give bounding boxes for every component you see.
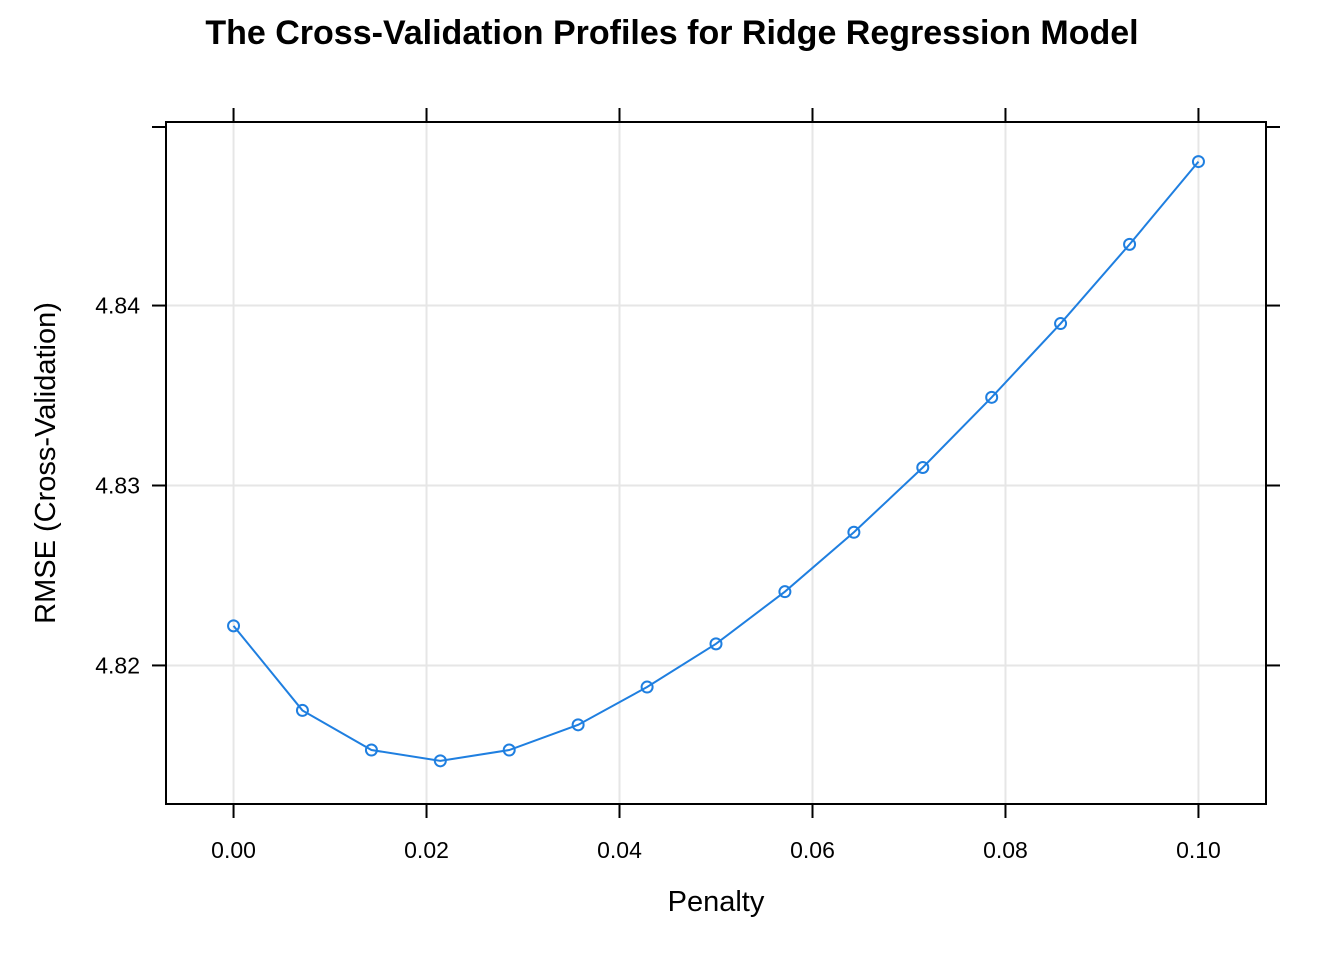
data-point: [985, 390, 999, 404]
data-point: [1191, 155, 1205, 169]
plot-frame: [165, 121, 1267, 805]
x-tick-label: 0.00: [211, 837, 256, 863]
data-point: [640, 680, 654, 694]
y-tick-label: 4.82: [95, 652, 140, 678]
data-point: [364, 743, 378, 757]
chart-title: The Cross-Validation Profiles for Ridge …: [205, 14, 1138, 52]
y-tick-label: 4.83: [95, 472, 140, 498]
data-point: [1054, 317, 1068, 331]
x-tick-label: 0.02: [404, 837, 449, 863]
axis-ticks: [152, 108, 1280, 818]
data-point: [778, 585, 792, 599]
data-point: [502, 743, 516, 757]
tick-labels: 0.00 0.02 0.04 0.06 0.08 0.10 4.82 4.83 4.84: [95, 293, 1221, 863]
series-line: [232, 160, 1200, 762]
x-tick-label: 0.10: [1176, 837, 1221, 863]
x-axis-label: Penalty: [668, 886, 765, 918]
x-tick-label: 0.06: [790, 837, 835, 863]
x-tick-label: 0.04: [597, 837, 642, 863]
data-point: [433, 754, 447, 768]
data-point: [295, 703, 309, 717]
data-point: [847, 525, 861, 539]
data-point: [916, 460, 930, 474]
y-tick-label: 4.84: [95, 293, 140, 319]
y-axis-label: RMSE (Cross-Validation): [30, 302, 62, 624]
grid-lines: [166, 122, 1266, 804]
series-layer: [227, 155, 1205, 768]
x-tick-label: 0.08: [983, 837, 1028, 863]
data-point: [1123, 237, 1137, 251]
data-point: [227, 619, 241, 633]
data-point: [709, 637, 723, 651]
data-point: [571, 718, 585, 732]
